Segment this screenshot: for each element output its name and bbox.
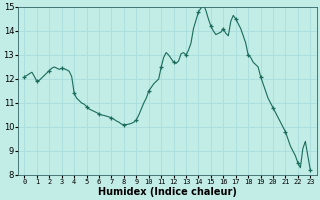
X-axis label: Humidex (Indice chaleur): Humidex (Indice chaleur) bbox=[98, 187, 237, 197]
